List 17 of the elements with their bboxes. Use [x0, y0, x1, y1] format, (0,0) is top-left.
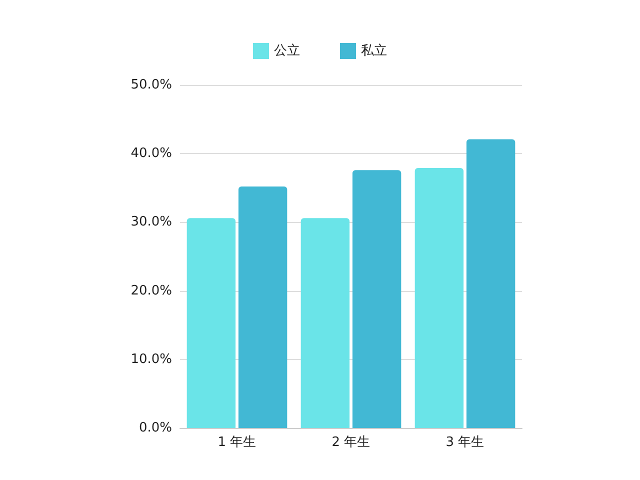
- y-tick-label: 0.0%: [138, 420, 172, 436]
- legend-label: 公立: [274, 42, 300, 58]
- bar: [414, 168, 464, 428]
- bar: [352, 170, 402, 428]
- y-tick-label: 50.0%: [130, 78, 172, 92]
- legend-label: 私立: [361, 42, 387, 58]
- y-tick-label: 20.0%: [130, 283, 172, 298]
- y-tick-label: 10.0%: [130, 352, 172, 367]
- bar: [238, 186, 288, 428]
- bar: [466, 139, 516, 428]
- x-tick-label: 3 年生: [446, 435, 484, 450]
- bar: [300, 218, 350, 428]
- bar: [186, 218, 236, 428]
- x-tick-label: 2 年生: [332, 435, 370, 450]
- y-tick-label: 40.0%: [130, 146, 172, 162]
- y-tick-label: 30.0%: [130, 214, 172, 230]
- x-tick-label: 1 年生: [218, 435, 256, 450]
